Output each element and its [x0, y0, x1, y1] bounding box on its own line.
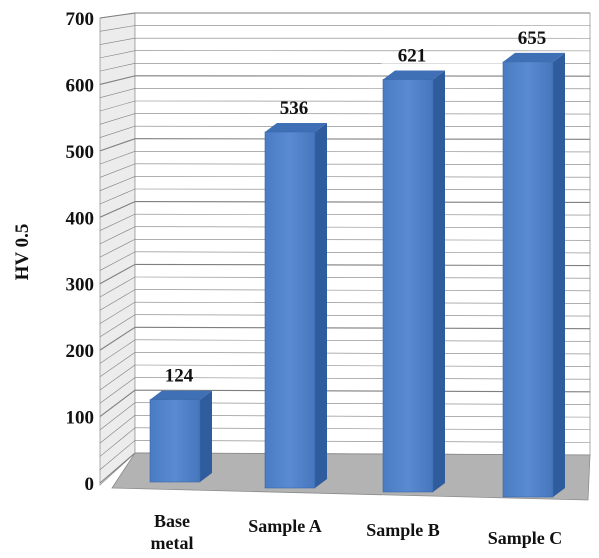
side-minor-grid-line — [99, 377, 136, 404]
side-minor-grid-line — [99, 364, 136, 391]
y-tick-label: 100 — [66, 408, 95, 429]
side-minor-grid-line — [99, 62, 136, 72]
y-tick-label: 0 — [85, 474, 95, 495]
bar-side — [433, 70, 445, 492]
side-minor-grid-line — [99, 226, 136, 245]
y-tick-label: 200 — [66, 341, 95, 362]
x-category-labels: Base metal Sample A Sample B Sample C — [151, 511, 563, 553]
bar-side — [553, 52, 565, 498]
bar-top — [383, 70, 445, 80]
side-minor-grid-line — [99, 213, 136, 231]
data-label: 124 — [165, 366, 194, 387]
y-tick-label: 700 — [66, 9, 95, 30]
side-grid-line — [99, 389, 136, 418]
y-tick-label: 300 — [66, 275, 95, 296]
bars — [149, 52, 565, 498]
side-minor-grid-line — [99, 37, 136, 45]
side-minor-grid-line — [99, 176, 136, 191]
x-category-label: Sample B — [366, 520, 440, 540]
bar-front — [264, 131, 316, 489]
x-category-label: Base metal — [151, 511, 194, 553]
side-wall — [99, 12, 136, 486]
side-grid-line — [99, 138, 136, 152]
side-minor-grid-line — [99, 239, 136, 258]
side-minor-grid-line — [99, 415, 136, 444]
side-grid-line — [99, 452, 136, 484]
side-minor-grid-line — [99, 314, 136, 338]
bar-side — [315, 122, 327, 488]
side-minor-grid-line — [99, 251, 136, 271]
side-minor-grid-line — [99, 276, 136, 298]
bar-front — [502, 61, 554, 498]
bar-front — [149, 399, 201, 483]
side-grid-line — [99, 12, 136, 19]
side-minor-grid-line — [99, 301, 136, 324]
side-minor-grid-line — [99, 289, 136, 311]
side-grid-line — [99, 326, 136, 351]
side-minor-grid-line — [99, 88, 136, 99]
chart-walls — [99, 12, 591, 486]
bar-top — [265, 122, 327, 132]
bar-side — [200, 390, 212, 482]
bar — [382, 70, 445, 493]
data-labels: 124 536 621 655 — [165, 28, 547, 387]
side-grid-line — [99, 263, 136, 285]
y-tick-label: 400 — [66, 208, 95, 229]
x-category-label: Sample A — [248, 516, 322, 536]
side-minor-grid-line — [99, 25, 136, 32]
side-grid-line — [99, 201, 136, 218]
bar-top — [150, 390, 212, 400]
side-minor-grid-line — [99, 440, 136, 470]
data-label: 536 — [280, 98, 309, 119]
bar — [264, 122, 327, 489]
side-minor-grid-line — [99, 100, 136, 112]
side-minor-grid-line — [99, 427, 136, 457]
bar — [502, 52, 565, 498]
side-minor-grid-line — [99, 163, 136, 178]
bar-top — [503, 52, 565, 62]
side-minor-grid-line — [99, 188, 136, 205]
y-axis-label: HV 0.5 — [12, 224, 33, 281]
data-label: 621 — [398, 45, 427, 66]
x-category-label: Sample C — [488, 528, 563, 548]
side-minor-grid-line — [99, 113, 136, 125]
bar — [149, 390, 212, 483]
side-minor-grid-line — [99, 125, 136, 138]
side-minor-grid-line — [99, 151, 136, 165]
y-tick-label: 500 — [66, 142, 95, 163]
side-minor-grid-line — [99, 339, 136, 364]
side-minor-grid-line — [99, 352, 136, 377]
data-label: 655 — [518, 28, 547, 49]
side-minor-grid-line — [99, 50, 136, 59]
y-tick-label: 600 — [66, 75, 95, 96]
bar-front — [382, 79, 434, 493]
side-minor-grid-line — [99, 402, 136, 431]
y-tick-labels: 0 100 200 300 400 500 600 700 — [66, 9, 95, 495]
side-grid-line — [99, 75, 136, 85]
